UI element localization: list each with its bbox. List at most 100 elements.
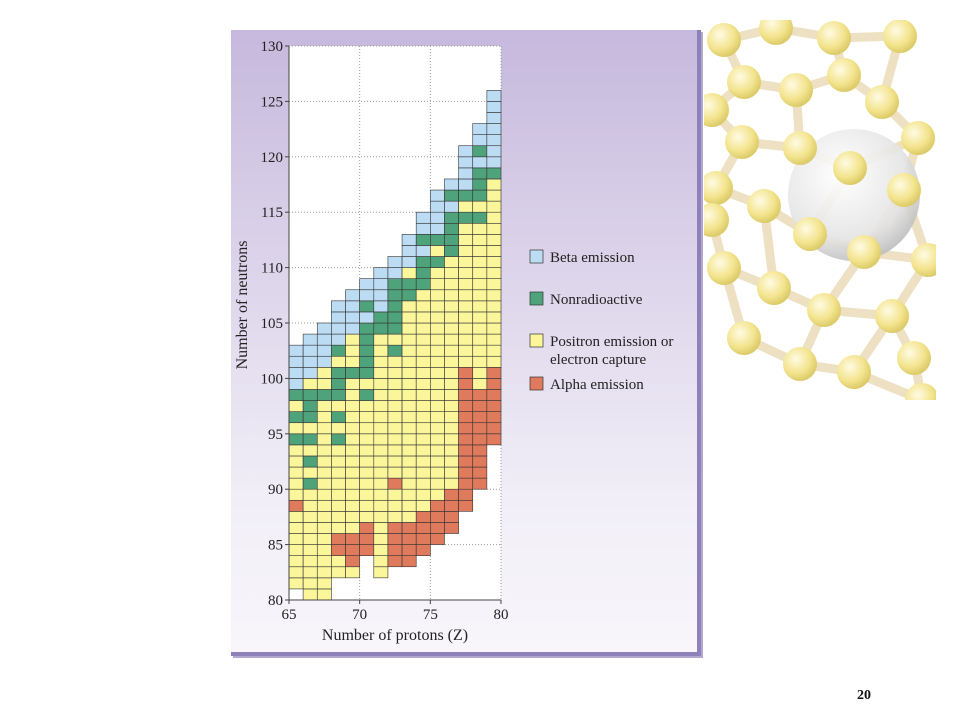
nuclide-cell [302, 499, 318, 512]
nuclide-cell [302, 566, 318, 579]
nuclide-cell [458, 245, 474, 257]
molecule-atom [779, 73, 813, 107]
nuclide-cell [486, 367, 502, 379]
nuclide-cell [486, 322, 502, 335]
nuclide-cell [373, 433, 389, 446]
nuclide-cell [302, 367, 318, 379]
nuclide-cell [458, 211, 474, 224]
molecule-atom [897, 341, 931, 375]
nuclide-cell [331, 333, 346, 346]
nuclide-cell [472, 234, 488, 246]
nuclide-cell [486, 300, 502, 313]
nuclide-cell [359, 533, 375, 545]
molecule-atom [707, 251, 741, 285]
nuclide-cell [401, 278, 417, 291]
nuclide-cell [458, 455, 474, 468]
nuclide-cell [387, 511, 403, 523]
nuclide-cell [316, 433, 332, 446]
nuclide-cell [288, 389, 304, 401]
nuclide-cell [415, 499, 431, 512]
molecule-atom [707, 23, 741, 57]
nuclide-cell [430, 367, 445, 379]
nuclide-cell [486, 378, 502, 390]
molecule-atom [887, 173, 921, 207]
nuclide-cell [316, 333, 332, 346]
nuclide-cell [359, 422, 375, 435]
nuclide-cell [331, 389, 346, 401]
nuclide-cell [486, 333, 502, 346]
nuclide-cell [373, 533, 389, 545]
nuclide-cell [331, 544, 346, 556]
nuclide-cell [373, 555, 389, 568]
nuclide-cell [387, 522, 403, 534]
nuclide-cell [387, 477, 403, 490]
nuclide-cell [401, 511, 417, 523]
nuclide-cell [359, 499, 375, 512]
molecule-atom [883, 19, 917, 53]
nuclide-cell [387, 311, 403, 324]
nuclide-cell [401, 389, 417, 401]
nuclide-cell [486, 101, 502, 113]
nuclide-cell [373, 522, 389, 534]
y-tick-label: 130 [261, 39, 284, 55]
y-tick-label: 105 [261, 316, 284, 332]
nuclide-cell [444, 178, 459, 191]
nuclide-cell [401, 344, 417, 357]
nuclide-cell [387, 488, 403, 501]
nuclide-cell [444, 211, 459, 224]
nuclide-cell [387, 267, 403, 279]
nuclide-cell [345, 333, 360, 346]
nuclide-cell [316, 344, 332, 357]
nuclide-cell [373, 344, 389, 357]
nuclide-cell [472, 134, 488, 147]
nuclide-cell [387, 400, 403, 412]
nuclide-cell [430, 278, 445, 291]
molecule-atom [875, 299, 909, 333]
nuclide-cell [444, 189, 459, 202]
nuclide-cell [458, 499, 474, 512]
nuclide-cell [486, 411, 502, 424]
nuclide-cell [331, 499, 346, 512]
nuclide-cell [359, 477, 375, 490]
y-tick-label: 90 [268, 482, 283, 498]
nuclide-cell [331, 311, 346, 324]
nuclide-cell [444, 278, 459, 291]
nuclide-cell [331, 477, 346, 490]
nuclide-cell [486, 189, 502, 202]
nuclide-cell [359, 311, 375, 324]
nuclide-cell [458, 422, 474, 435]
nuclide-cell [331, 322, 346, 335]
nuclide-cell [345, 511, 360, 523]
nuclide-cell [430, 433, 445, 446]
nuclide-cell [415, 389, 431, 401]
nuclide-cell [288, 378, 304, 390]
nuclide-cell [331, 566, 346, 579]
nuclide-chart: 80 85 90 95 100 105 110 115 120 125 130 65 70 75 80 Num… [234, 39, 673, 644]
nuclide-cell [430, 477, 445, 490]
nuclide-cell [373, 278, 389, 291]
nuclide-cell [288, 555, 304, 568]
nuclide-cell [387, 344, 403, 357]
nuclide-cell [288, 455, 304, 468]
nuclide-cell [415, 511, 431, 523]
molecule-atom [901, 121, 935, 155]
nuclide-cell [359, 378, 375, 390]
nuclide-cell [444, 400, 459, 412]
nuclide-cell [444, 433, 459, 446]
nuclide-cell [430, 300, 445, 313]
nuclide-cell [486, 123, 502, 135]
nuclide-cell [387, 533, 403, 545]
nuclide-cell [472, 378, 488, 390]
nuclide-cell [302, 344, 318, 357]
nuclide-cell [415, 333, 431, 346]
nuclide-cell [387, 422, 403, 435]
nuclide-cell [316, 322, 332, 335]
nuclide-cell [302, 422, 318, 435]
nuclide-cell [387, 389, 403, 401]
nuclide-cell [387, 367, 403, 379]
nuclide-cell [401, 555, 417, 568]
nuclide-cell [387, 555, 403, 568]
nuclide-cell [316, 400, 332, 412]
nuclide-cell [401, 267, 417, 279]
nuclide-cell [415, 411, 431, 424]
